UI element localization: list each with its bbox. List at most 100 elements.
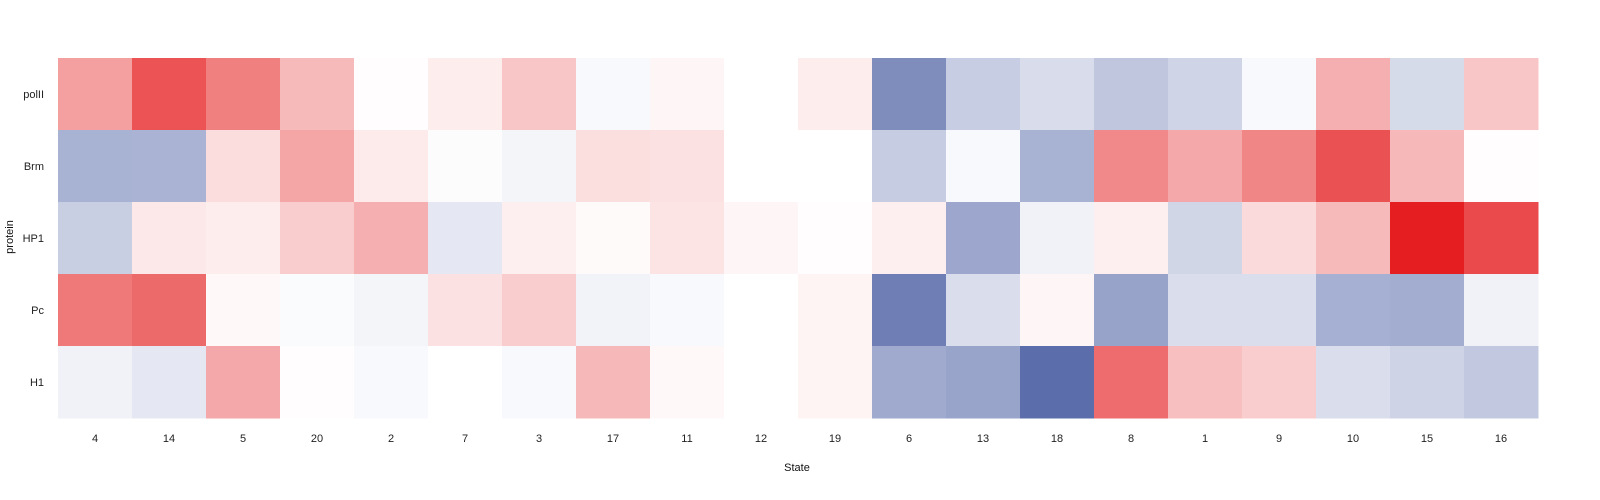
x-tick-label: 14 — [163, 433, 175, 445]
heatmap-cell-polII-state-6 — [872, 58, 947, 131]
heatmap-cell-HP1-state-8 — [1094, 202, 1169, 275]
heatmap-cell-Pc-state-16 — [1464, 274, 1539, 347]
x-tick-label: 6 — [906, 433, 912, 445]
heatmap-cell-polII-state-19 — [798, 58, 873, 131]
heatmap-cell-Pc-state-8 — [1094, 274, 1169, 347]
x-tick-label: 19 — [829, 433, 841, 445]
x-tick-label: 1 — [1202, 433, 1208, 445]
heatmap-cell-Brm-state-2 — [354, 130, 429, 203]
x-tick-label: 4 — [92, 433, 98, 445]
heatmap-cell-H1-state-1 — [1168, 346, 1243, 419]
heatmap-cell-Brm-state-20 — [280, 130, 355, 203]
heatmap-cell-Pc-state-17 — [576, 274, 651, 347]
heatmap-cell-HP1-state-12 — [724, 202, 799, 275]
heatmap-cell-polII-state-8 — [1094, 58, 1169, 131]
heatmap-cell-Brm-state-8 — [1094, 130, 1169, 203]
x-tick-label: 8 — [1128, 433, 1134, 445]
heatmap-cell-polII-state-15 — [1390, 58, 1465, 131]
heatmap-cell-Brm-state-5 — [206, 130, 281, 203]
heatmap-cell-polII-state-17 — [576, 58, 651, 131]
heatmap-cell-H1-state-20 — [280, 346, 355, 419]
x-tick-label: 3 — [536, 433, 542, 445]
heatmap-cell-HP1-state-1 — [1168, 202, 1243, 275]
heatmap-cell-Pc-state-18 — [1020, 274, 1095, 347]
heatmap-cell-HP1-state-3 — [502, 202, 577, 275]
heatmap-cell-HP1-state-19 — [798, 202, 873, 275]
heatmap-cell-polII-state-10 — [1316, 58, 1391, 131]
x-tick-label: 10 — [1347, 433, 1359, 445]
heatmap-cell-H1-state-2 — [354, 346, 429, 419]
heatmap-cell-H1-state-12 — [724, 346, 799, 419]
heatmap-cell-HP1-state-4 — [58, 202, 133, 275]
heatmap-cell-Brm-state-6 — [872, 130, 947, 203]
heatmap-cell-Pc-state-20 — [280, 274, 355, 347]
x-tick-label: 15 — [1421, 433, 1433, 445]
heatmap-cell-H1-state-18 — [1020, 346, 1095, 419]
heatmap-cell-Brm-state-16 — [1464, 130, 1539, 203]
heatmap-cell-polII-state-3 — [502, 58, 577, 131]
heatmap-cell-HP1-state-5 — [206, 202, 281, 275]
heatmap-cell-HP1-state-15 — [1390, 202, 1465, 275]
y-tick-label: HP1 — [23, 233, 44, 245]
heatmap-cell-H1-state-3 — [502, 346, 577, 419]
x-axis-ticks: 4 14 5 20 2 7 3 17 11 12 19 6 13 18 8 1 9 10 15 16 — [92, 433, 1507, 445]
y-tick-label: polII — [23, 89, 44, 101]
x-tick-label: 20 — [311, 433, 323, 445]
heatmap-cell-H1-state-7 — [428, 346, 503, 419]
heatmap-cell-HP1-state-11 — [650, 202, 725, 275]
heatmap-cell-polII-state-7 — [428, 58, 503, 131]
y-tick-label: Brm — [24, 161, 44, 173]
heatmap-cell-polII-state-2 — [354, 58, 429, 131]
heatmap-cell-Brm-state-15 — [1390, 130, 1465, 203]
heatmap-cell-Pc-state-13 — [946, 274, 1021, 347]
heatmap-cells — [58, 58, 1539, 419]
heatmap-cell-Pc-state-2 — [354, 274, 429, 347]
heatmap-cell-Brm-state-14 — [132, 130, 207, 203]
heatmap-cell-polII-state-18 — [1020, 58, 1095, 131]
heatmap-cell-Brm-state-13 — [946, 130, 1021, 203]
y-axis-title: protein — [4, 220, 16, 254]
heatmap-cell-H1-state-19 — [798, 346, 873, 419]
heatmap-cell-HP1-state-16 — [1464, 202, 1539, 275]
heatmap-cell-Brm-state-10 — [1316, 130, 1391, 203]
heatmap-cell-polII-state-13 — [946, 58, 1021, 131]
heatmap-cell-HP1-state-20 — [280, 202, 355, 275]
heatmap-cell-HP1-state-2 — [354, 202, 429, 275]
heatmap-cell-Pc-state-10 — [1316, 274, 1391, 347]
y-axis-ticks: polII Brm HP1 Pc H1 — [23, 89, 45, 389]
heatmap-cell-HP1-state-7 — [428, 202, 503, 275]
x-tick-label: 16 — [1495, 433, 1507, 445]
x-axis-title: State — [784, 462, 810, 474]
heatmap-cell-Brm-state-11 — [650, 130, 725, 203]
heatmap-cell-HP1-state-14 — [132, 202, 207, 275]
x-tick-label: 2 — [388, 433, 394, 445]
heatmap-cell-HP1-state-17 — [576, 202, 651, 275]
heatmap-cell-HP1-state-6 — [872, 202, 947, 275]
heatmap-cell-H1-state-13 — [946, 346, 1021, 419]
heatmap-cell-Pc-state-7 — [428, 274, 503, 347]
y-tick-label: H1 — [30, 377, 44, 389]
heatmap-cell-polII-state-20 — [280, 58, 355, 131]
heatmap-cell-polII-state-9 — [1242, 58, 1317, 131]
heatmap-cell-Pc-state-14 — [132, 274, 207, 347]
heatmap-cell-polII-state-16 — [1464, 58, 1539, 131]
heatmap-cell-H1-state-6 — [872, 346, 947, 419]
heatmap-cell-HP1-state-18 — [1020, 202, 1095, 275]
heatmap-cell-HP1-state-10 — [1316, 202, 1391, 275]
x-tick-label: 17 — [607, 433, 619, 445]
x-tick-label: 12 — [755, 433, 767, 445]
y-tick-label: Pc — [31, 305, 44, 317]
heatmap-cell-HP1-state-9 — [1242, 202, 1317, 275]
heatmap-cell-Pc-state-6 — [872, 274, 947, 347]
heatmap-cell-polII-state-11 — [650, 58, 725, 131]
heatmap-cell-Pc-state-5 — [206, 274, 281, 347]
heatmap-cell-Pc-state-19 — [798, 274, 873, 347]
heatmap-cell-polII-state-1 — [1168, 58, 1243, 131]
heatmap-cell-Pc-state-1 — [1168, 274, 1243, 347]
heatmap-cell-HP1-state-13 — [946, 202, 1021, 275]
heatmap-cell-polII-state-4 — [58, 58, 133, 131]
heatmap-cell-Pc-state-15 — [1390, 274, 1465, 347]
heatmap-cell-H1-state-17 — [576, 346, 651, 419]
heatmap-cell-H1-state-16 — [1464, 346, 1539, 419]
x-tick-label: 7 — [462, 433, 468, 445]
